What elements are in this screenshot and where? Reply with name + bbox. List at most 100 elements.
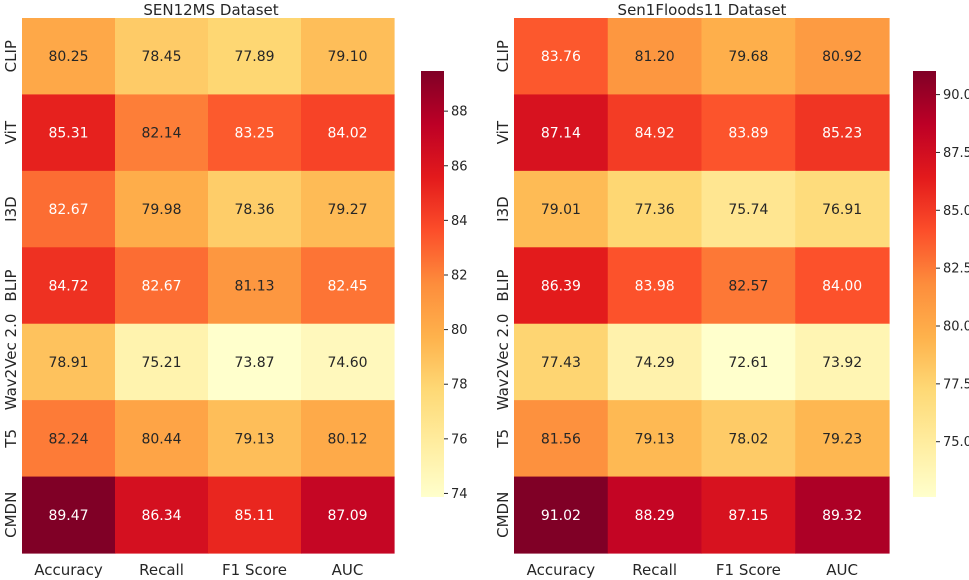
heatmap-cell-i3d-recall	[607, 170, 703, 248]
cell-value-label: 77.89	[234, 49, 274, 65]
cell-value-label: 86.39	[541, 279, 581, 295]
heatmap-cell-wav2vec-2-0-recall	[115, 323, 209, 401]
colorbar-tick-label: 84	[451, 214, 468, 229]
cell-value-label: 77.43	[541, 355, 581, 371]
cell-value-label: 84.72	[48, 279, 88, 295]
heatmap-cell-clip-f1-score	[701, 18, 796, 96]
heatmap-cell-t5-recall	[115, 400, 209, 478]
cell-value-label: 84.00	[822, 279, 862, 295]
colorbar-tick-label: 90.0	[943, 88, 969, 103]
cell-value-label: 79.01	[541, 202, 581, 218]
heatmap-cell-clip-recall	[607, 18, 703, 96]
colorbar: 75.0 77.5 80.0 82.5 85.0 87.5 90.0	[913, 71, 969, 497]
cell-value-label: 88.29	[635, 508, 675, 524]
row-label-vit: ViT	[494, 120, 512, 144]
heatmap-panel-sen12ms: SEN12MS Dataset 80.25 78.45 77.89 79.10 85.3…	[2, 1, 468, 579]
colorbar-gradient	[421, 71, 444, 497]
heatmap-cell-vit-f1-score	[208, 94, 302, 172]
colorbar-tick-label: 77.5	[943, 377, 969, 392]
heatmap-cell-wav2vec-2-0-f1-score	[701, 323, 796, 401]
colorbar-gradient	[913, 71, 936, 497]
colorbar-tick-label: 87.5	[943, 146, 969, 161]
heatmap-cell-clip-auc	[795, 18, 890, 96]
heatmap-cell-wav2vec-2-0-f1-score	[208, 323, 302, 401]
cell-value-label: 83.76	[541, 49, 581, 65]
heatmap-cell-cmdn-auc	[795, 476, 890, 554]
heatmap-cell-clip-accuracy	[22, 18, 116, 96]
row-label-clip: CLIP	[2, 40, 20, 72]
heatmap-cell-t5-f1-score	[701, 400, 796, 478]
column-label-f1-score: F1 Score	[716, 561, 781, 579]
heatmap-cell-cmdn-auc	[301, 476, 395, 554]
cell-value-label: 76.91	[822, 202, 862, 218]
heatmap-cell-i3d-auc	[795, 170, 890, 248]
cell-value-label: 77.36	[635, 202, 675, 218]
row-label-wav2vec-2-0: Wav2Vec 2.0	[2, 314, 20, 411]
cell-value-label: 80.44	[141, 431, 181, 447]
cell-value-label: 89.32	[822, 508, 862, 524]
column-label-recall: Recall	[139, 561, 184, 579]
cell-value-label: 79.13	[635, 431, 675, 447]
cell-value-label: 79.27	[327, 202, 367, 218]
heatmap-cell-blip-auc	[795, 247, 890, 325]
cell-value-label: 82.14	[141, 126, 181, 142]
cell-value-label: 79.68	[728, 49, 768, 65]
heatmap-panel-sen1floods11: Sen1Floods11 Dataset 83.76 81.20 79.68 80.9…	[494, 1, 969, 579]
heatmap-cell-cmdn-recall	[607, 476, 703, 554]
cell-value-label: 78.36	[234, 202, 274, 218]
cell-value-label: 87.09	[327, 508, 367, 524]
heatmap-cell-cmdn-accuracy	[514, 476, 609, 554]
row-label-blip: BLIP	[494, 269, 512, 301]
heatmap-cell-vit-recall	[115, 94, 209, 172]
cell-value-label: 84.02	[327, 126, 367, 142]
cell-value-label: 84.92	[635, 126, 675, 142]
cell-value-label: 79.13	[234, 431, 274, 447]
cell-value-label: 80.12	[327, 431, 367, 447]
row-label-t5: T5	[494, 429, 512, 449]
cell-value-label: 74.29	[635, 355, 675, 371]
cell-value-label: 78.45	[141, 49, 181, 65]
row-labels: CLIP ViT I3D BLIP Wav2Vec 2.0 T5 CMDN	[494, 40, 512, 538]
cell-value-label: 73.92	[822, 355, 862, 371]
row-label-wav2vec-2-0: Wav2Vec 2.0	[494, 314, 512, 411]
heatmap-cell-vit-f1-score	[701, 94, 796, 172]
colorbar-ticks: 74 76 78 80 82 84 86 88	[444, 105, 468, 502]
colorbar-tick-label: 86	[451, 159, 468, 174]
heatmap-cell-vit-accuracy	[514, 94, 609, 172]
row-labels: CLIP ViT I3D BLIP Wav2Vec 2.0 T5 CMDN	[2, 40, 20, 538]
cell-value-label: 82.57	[728, 279, 768, 295]
cell-value-label: 74.60	[327, 355, 367, 371]
heatmap-cell-i3d-recall	[115, 170, 209, 248]
row-label-blip: BLIP	[2, 269, 20, 301]
heatmap-cell-t5-f1-score	[208, 400, 302, 478]
heatmap-cell-blip-recall	[607, 247, 703, 325]
heatmap-cell-i3d-accuracy	[514, 170, 609, 248]
row-label-cmdn: CMDN	[2, 492, 20, 538]
heatmap-cell-cmdn-recall	[115, 476, 209, 554]
heatmap-cell-i3d-auc	[301, 170, 395, 248]
row-label-i3d: I3D	[2, 196, 20, 222]
column-label-accuracy: Accuracy	[527, 561, 596, 579]
colorbar-tick-label: 76	[451, 432, 468, 447]
heatmap-cell-vit-accuracy	[22, 94, 116, 172]
cell-value-label: 73.87	[234, 355, 274, 371]
cell-value-label: 87.15	[728, 508, 768, 524]
heatmap-cell-t5-accuracy	[514, 400, 609, 478]
cell-value-label: 83.25	[234, 126, 274, 142]
heatmap-cell-blip-accuracy	[22, 247, 116, 325]
chart-title: Sen1Floods11 Dataset	[618, 1, 787, 19]
heatmap-cell-i3d-f1-score	[701, 170, 796, 248]
cell-value-label: 83.98	[635, 279, 675, 295]
heatmap-cell-wav2vec-2-0-recall	[607, 323, 703, 401]
colorbar-ticks: 75.0 77.5 80.0 82.5 85.0 87.5 90.0	[936, 88, 969, 450]
row-label-cmdn: CMDN	[494, 492, 512, 538]
heatmap-cell-i3d-accuracy	[22, 170, 116, 248]
colorbar-tick-label: 80	[451, 323, 468, 338]
cell-value-label: 80.25	[48, 49, 88, 65]
cell-value-label: 89.47	[48, 508, 88, 524]
cell-value-label: 83.89	[728, 126, 768, 142]
column-label-recall: Recall	[632, 561, 677, 579]
cell-value-label: 85.11	[234, 508, 274, 524]
colorbar-tick-label: 78	[451, 378, 468, 393]
